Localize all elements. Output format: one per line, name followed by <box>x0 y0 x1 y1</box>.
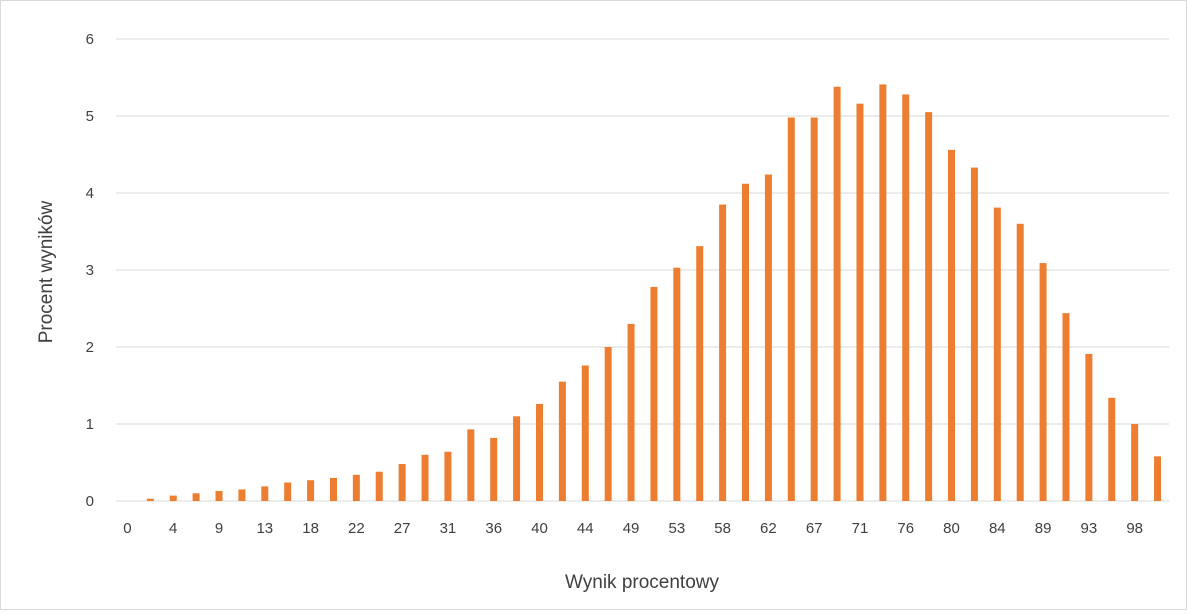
x-tick-label: 84 <box>989 520 1006 537</box>
bar <box>1154 456 1162 501</box>
bar <box>696 246 704 501</box>
bar <box>444 451 452 501</box>
bar <box>787 117 795 501</box>
x-tick-label: 22 <box>348 520 365 537</box>
bar <box>352 474 360 501</box>
x-tick-label: 76 <box>897 520 914 537</box>
x-tick-label: 0 <box>123 520 131 537</box>
y-tick-label: 6 <box>86 31 94 48</box>
x-tick-label: 18 <box>302 520 319 537</box>
bar <box>810 117 818 501</box>
bar <box>993 207 1001 501</box>
bar <box>1085 353 1093 501</box>
y-axis-tick-labels: 0 1 2 3 4 5 6 <box>86 31 94 510</box>
bar <box>1108 397 1116 501</box>
bar <box>307 480 315 501</box>
bar <box>467 429 475 501</box>
y-axis-title: Procent wyników <box>36 200 57 343</box>
bar <box>215 490 223 501</box>
x-tick-label: 71 <box>852 520 869 537</box>
x-axis-title: Wynik procentowy <box>565 572 719 593</box>
x-tick-label: 58 <box>714 520 731 537</box>
bar <box>719 204 727 502</box>
x-tick-label: 80 <box>943 520 960 537</box>
bar <box>421 454 429 501</box>
bar <box>1131 424 1139 501</box>
bar <box>627 323 635 501</box>
y-tick-label: 0 <box>86 493 94 510</box>
y-tick-label: 2 <box>86 339 94 356</box>
bar <box>261 486 269 501</box>
x-tick-label: 13 <box>256 520 273 537</box>
x-tick-label: 36 <box>485 520 502 537</box>
x-tick-label: 89 <box>1035 520 1052 537</box>
x-tick-label: 93 <box>1081 520 1098 537</box>
bar <box>192 493 200 501</box>
bar <box>169 495 177 501</box>
x-tick-label: 67 <box>806 520 823 537</box>
x-tick-label: 53 <box>668 520 685 537</box>
x-tick-label: 31 <box>440 520 457 537</box>
bar <box>581 365 589 501</box>
y-tick-label: 4 <box>86 185 94 202</box>
bar <box>604 347 612 501</box>
bar <box>856 103 864 502</box>
bar <box>284 482 292 501</box>
bar <box>650 286 658 501</box>
bar <box>833 86 841 502</box>
x-axis-tick-labels: 0 4 9 13 18 22 27 31 36 40 44 49 53 58 62 67 71 76 80 84 89 9… <box>123 520 1143 537</box>
bar <box>490 437 498 501</box>
bar <box>902 94 910 501</box>
x-tick-label: 9 <box>215 520 223 537</box>
bar <box>375 471 383 501</box>
x-tick-label: 27 <box>394 520 411 537</box>
bar <box>329 477 337 501</box>
x-tick-label: 40 <box>531 520 548 537</box>
bar <box>558 381 566 501</box>
x-tick-label: 62 <box>760 520 777 537</box>
x-tick-label: 4 <box>169 520 177 537</box>
bar <box>742 183 750 501</box>
bar <box>925 112 933 502</box>
bar <box>1016 223 1024 502</box>
bar <box>673 267 681 501</box>
bar <box>513 416 521 501</box>
y-tick-label: 3 <box>86 262 94 279</box>
bar <box>764 174 772 501</box>
bar <box>879 84 887 502</box>
x-tick-label: 98 <box>1126 520 1143 537</box>
gridlines <box>116 38 1169 502</box>
x-tick-label: 44 <box>577 520 594 537</box>
bar <box>535 403 543 501</box>
bar <box>1062 313 1070 501</box>
bar <box>398 464 406 501</box>
bar <box>1039 263 1047 501</box>
bars <box>146 84 1162 502</box>
x-tick-label: 49 <box>623 520 640 537</box>
bar <box>970 167 978 501</box>
y-tick-label: 1 <box>86 416 94 433</box>
bar <box>948 149 956 501</box>
y-tick-label: 5 <box>86 108 94 125</box>
bar <box>146 498 154 501</box>
bar <box>238 489 246 501</box>
